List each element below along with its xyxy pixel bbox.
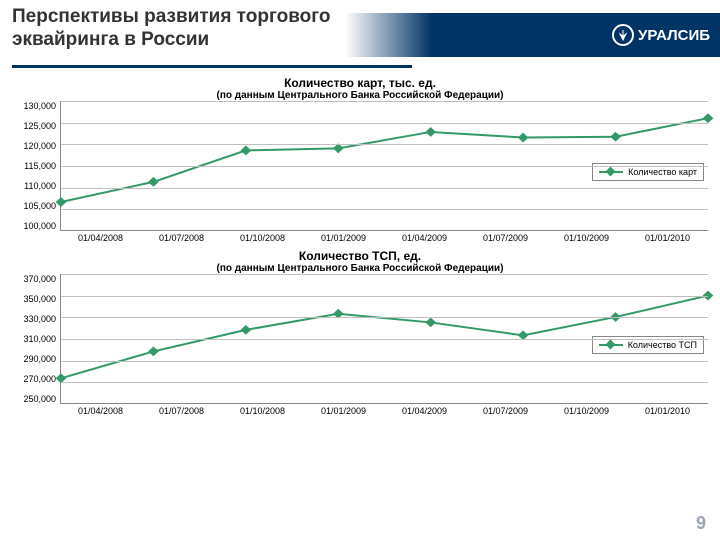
- y-tick-label: 350,000: [12, 294, 56, 304]
- gridline: [61, 361, 708, 362]
- y-tick-label: 125,000: [12, 121, 56, 131]
- gridline: [61, 101, 708, 102]
- chart1-legend-label: Количество карт: [628, 167, 697, 177]
- slide-title: Перспективы развития торгового эквайринг…: [12, 6, 708, 52]
- y-tick-label: 330,000: [12, 314, 56, 324]
- x-tick-label: 01/01/2009: [303, 406, 384, 416]
- chart1-plot: Количество карт: [60, 101, 708, 231]
- x-tick-label: 01/04/2009: [384, 406, 465, 416]
- y-tick-label: 110,000: [12, 181, 56, 191]
- x-tick-label: 01/01/2009: [303, 233, 384, 243]
- legend-marker-icon: [606, 166, 616, 176]
- y-tick-label: 115,000: [12, 161, 56, 171]
- y-tick-label: 270,000: [12, 374, 56, 384]
- chart2-plot: Количество ТСП: [60, 274, 708, 404]
- gridline: [61, 209, 708, 210]
- y-tick-label: 310,000: [12, 334, 56, 344]
- x-tick-label: 01/04/2008: [60, 406, 141, 416]
- x-tick-label: 01/10/2009: [546, 406, 627, 416]
- gridline: [61, 188, 708, 189]
- y-tick-label: 250,000: [12, 394, 56, 404]
- tsp-count-chart: Количество ТСП, ед. (по данным Центральн…: [12, 249, 708, 416]
- chart2-x-axis: 01/04/200801/07/200801/10/200801/01/2009…: [60, 404, 708, 416]
- x-tick-label: 01/10/2009: [546, 233, 627, 243]
- legend-marker-icon: [605, 339, 615, 349]
- gridline: [61, 274, 708, 275]
- title-line-2: эквайринга в России: [12, 29, 708, 52]
- x-tick-label: 01/07/2008: [141, 233, 222, 243]
- chart1-y-axis: 130,000 125,000 120,000 115,000 110,000 105,0…: [12, 101, 60, 231]
- chart2-subtitle: (по данным Центрального Банка Российской…: [12, 263, 708, 274]
- x-tick-label: 01/07/2008: [141, 406, 222, 416]
- charts-container: Количество карт, тыс. ед. (по данным Цен…: [0, 72, 720, 416]
- slide-header: УРАЛСИБ Перспективы развития торгового э…: [0, 0, 720, 72]
- title-line-1: Перспективы развития торгового: [12, 6, 708, 29]
- x-tick-label: 01/04/2009: [384, 233, 465, 243]
- chart1-subtitle: (по данным Центрального Банка Российской…: [12, 90, 708, 101]
- chart1-x-axis: 01/04/200801/07/200801/10/200801/01/2009…: [60, 231, 708, 243]
- page-number: 9: [696, 513, 706, 534]
- x-tick-label: 01/07/2009: [465, 406, 546, 416]
- gridline: [61, 382, 708, 383]
- gridline: [61, 339, 708, 340]
- y-tick-label: 130,000: [12, 101, 56, 111]
- gridline: [61, 123, 708, 124]
- gridline: [61, 144, 708, 145]
- chart2-title: Количество ТСП, ед.: [12, 249, 708, 263]
- chart1-title: Количество карт, тыс. ед.: [12, 76, 708, 90]
- x-tick-label: 01/01/2010: [627, 233, 708, 243]
- x-tick-label: 01/04/2008: [60, 233, 141, 243]
- x-tick-label: 01/10/2008: [222, 233, 303, 243]
- legend-line-icon: [599, 344, 623, 346]
- legend-line-icon: [599, 171, 623, 173]
- y-tick-label: 370,000: [12, 274, 56, 284]
- gridline: [61, 296, 708, 297]
- x-tick-label: 01/01/2010: [627, 406, 708, 416]
- x-tick-label: 01/07/2009: [465, 233, 546, 243]
- title-underline: [12, 65, 412, 68]
- x-tick-label: 01/10/2008: [222, 406, 303, 416]
- gridline: [61, 166, 708, 167]
- y-tick-label: 100,000: [12, 221, 56, 231]
- chart2-y-axis: 370,000 350,000 330,000 310,000 290,000 270,0…: [12, 274, 60, 404]
- y-tick-label: 290,000: [12, 354, 56, 364]
- y-tick-label: 105,000: [12, 201, 56, 211]
- cards-count-chart: Количество карт, тыс. ед. (по данным Цен…: [12, 76, 708, 243]
- chart2-legend-label: Количество ТСП: [628, 340, 697, 350]
- gridline: [61, 317, 708, 318]
- chart2-plot-area: 370,000 350,000 330,000 310,000 290,000 270,0…: [12, 274, 708, 404]
- chart1-plot-area: 130,000 125,000 120,000 115,000 110,000 105,0…: [12, 101, 708, 231]
- y-tick-label: 120,000: [12, 141, 56, 151]
